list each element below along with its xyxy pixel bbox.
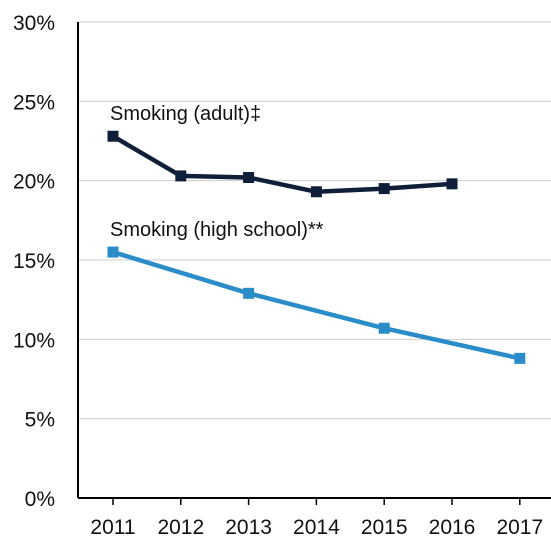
x-axis-ticks: 2011 2012 2013 2014 2015 2016 2017 bbox=[90, 498, 543, 539]
series-label-1: Smoking (high school)** bbox=[110, 219, 324, 241]
data-point bbox=[378, 183, 390, 195]
x-tick-label: 2013 bbox=[225, 516, 272, 539]
y-tick-label: 5% bbox=[25, 409, 55, 432]
x-tick-label: 2015 bbox=[361, 516, 408, 539]
x-tick-label: 2017 bbox=[496, 516, 543, 539]
data-point bbox=[243, 287, 255, 299]
series-label-0: Smoking (adult)‡ bbox=[110, 103, 261, 125]
x-tick-label: 2014 bbox=[293, 516, 340, 539]
data-point bbox=[107, 130, 119, 142]
y-tick-label: 15% bbox=[13, 250, 55, 273]
data-point bbox=[175, 170, 187, 182]
x-tick-label: 2016 bbox=[429, 516, 476, 539]
series-group: Smoking (adult)‡ Smoking (high school)** bbox=[107, 103, 526, 364]
y-tick-label: 20% bbox=[13, 171, 55, 194]
data-point bbox=[107, 246, 119, 258]
data-point bbox=[514, 352, 526, 364]
series-line-1 bbox=[112, 249, 521, 361]
data-point bbox=[378, 322, 390, 334]
grid-lines bbox=[78, 21, 551, 499]
y-tick-label: 25% bbox=[13, 91, 55, 114]
x-tick-label: 2012 bbox=[157, 516, 204, 539]
x-tick-label: 2011 bbox=[90, 516, 135, 539]
y-tick-label: 10% bbox=[13, 329, 55, 352]
data-point bbox=[446, 178, 458, 190]
data-point bbox=[243, 171, 255, 183]
y-axis-ticks: 0% 5% 10% 15% 20% 25% 30% bbox=[13, 12, 55, 511]
y-tick-label: 0% bbox=[25, 488, 55, 511]
series-line-0 bbox=[111, 134, 453, 195]
y-tick-label: 30% bbox=[13, 12, 55, 35]
data-point bbox=[310, 186, 322, 198]
